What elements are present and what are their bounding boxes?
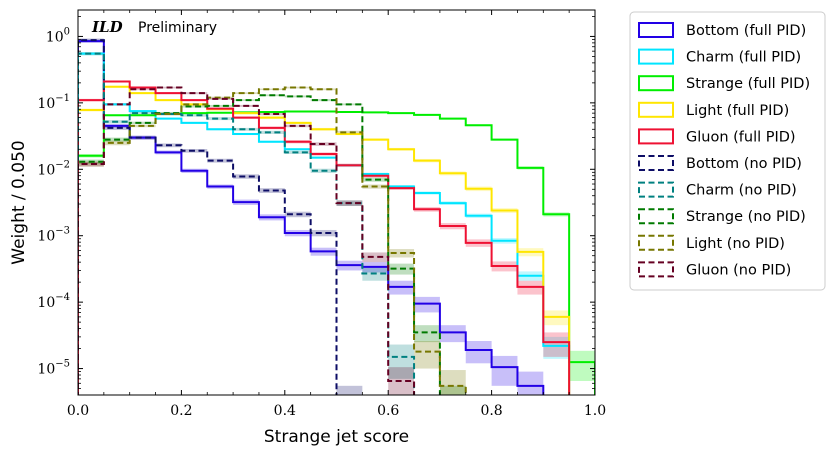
error-band — [233, 92, 259, 94]
legend-swatch — [638, 75, 674, 92]
legend-swatch — [638, 261, 674, 278]
error-band — [181, 105, 208, 108]
y-tick-label: 10−4 — [37, 292, 70, 311]
x-tick-label: 0.4 — [274, 403, 296, 419]
error-band — [543, 332, 570, 357]
series-line — [78, 39, 338, 395]
series-lines — [78, 39, 595, 395]
error-band — [336, 385, 363, 395]
error-band — [207, 117, 234, 121]
y-tick-label: 10−1 — [37, 93, 70, 112]
error-band — [207, 104, 234, 107]
y-tick-label: 100 — [46, 26, 70, 45]
legend-swatch — [638, 181, 674, 198]
series-line — [78, 80, 571, 395]
error-band — [569, 350, 595, 381]
legend-entry-label: Strange (full PID) — [686, 76, 810, 92]
x-axis: 0.0 0.2 0.4 0.6 0.8 1.0 — [67, 10, 606, 419]
error-band — [207, 97, 234, 100]
legend-entry-label: Light (no PID) — [686, 236, 785, 252]
error-band — [414, 341, 440, 369]
error-band — [233, 127, 259, 131]
error-band — [78, 161, 104, 167]
error-band — [78, 161, 104, 167]
y-axis-title: Weight / 0.050 — [9, 140, 29, 264]
series-line — [78, 40, 545, 395]
error-band — [310, 88, 337, 91]
error-band — [388, 344, 415, 379]
legend-entry-label: Gluon (full PID) — [686, 129, 796, 145]
error-band — [439, 370, 466, 395]
legend-swatch — [638, 101, 674, 118]
error-band — [414, 325, 440, 343]
error-band — [258, 88, 285, 91]
experiment-label: ILD — [91, 18, 123, 36]
legend-swatch — [638, 208, 674, 225]
x-tick-label: 0.0 — [67, 403, 89, 419]
error-band — [465, 341, 492, 364]
legend-swatch — [638, 155, 674, 171]
error-band — [336, 130, 363, 134]
legend-swatch — [638, 234, 674, 251]
error-band — [258, 188, 285, 193]
error-band — [129, 121, 156, 125]
error-band — [233, 174, 259, 179]
error-band — [362, 252, 389, 263]
x-tick-label: 0.6 — [377, 403, 399, 419]
error-band — [491, 355, 518, 386]
legend-swatch — [638, 128, 674, 145]
error-band — [181, 113, 208, 117]
legend-entry-label: Charm (no PID) — [686, 183, 797, 199]
error-band — [258, 112, 285, 116]
error-band — [103, 140, 130, 146]
error-band — [310, 229, 337, 237]
error-band — [414, 296, 440, 313]
error-band — [439, 325, 466, 343]
legend-swatch — [638, 48, 674, 65]
x-axis-title: Strange jet score — [264, 427, 409, 447]
y-tick-label: 10−2 — [37, 159, 70, 178]
legend-entry-label: Charm (full PID) — [686, 50, 801, 66]
y-tick-label: 10−3 — [37, 226, 70, 245]
legend-entry-label: Bottom (full PID) — [686, 23, 806, 39]
x-tick-label: 0.8 — [480, 403, 502, 419]
error-band — [517, 371, 544, 395]
series-line — [78, 86, 416, 395]
series-line — [78, 86, 467, 395]
legend-entry-label: Bottom (no PID) — [686, 156, 802, 172]
legend-entry-label: Gluon (no PID) — [686, 262, 791, 278]
legend: Bottom (full PID) Charm (full PID) Strange… — [629, 11, 826, 291]
legend-entry-label: Strange (no PID) — [686, 209, 806, 225]
y-axis: 100 10−1 10−2 10−3 10−4 10−5 — [37, 16, 595, 396]
error-band — [258, 130, 285, 134]
error-band — [439, 385, 466, 395]
x-tick-label: 0.2 — [170, 403, 192, 419]
error-band — [103, 125, 130, 131]
legend-swatch — [638, 22, 674, 38]
y-tick-label: 10−5 — [37, 359, 70, 378]
legend-entry-label: Light (full PID) — [686, 103, 789, 119]
series-line — [78, 52, 416, 395]
error-band — [284, 86, 311, 89]
error-band — [284, 124, 311, 128]
x-tick-label: 1.0 — [584, 403, 606, 419]
legend-box — [629, 11, 826, 291]
preliminary-label: Preliminary — [138, 20, 217, 36]
